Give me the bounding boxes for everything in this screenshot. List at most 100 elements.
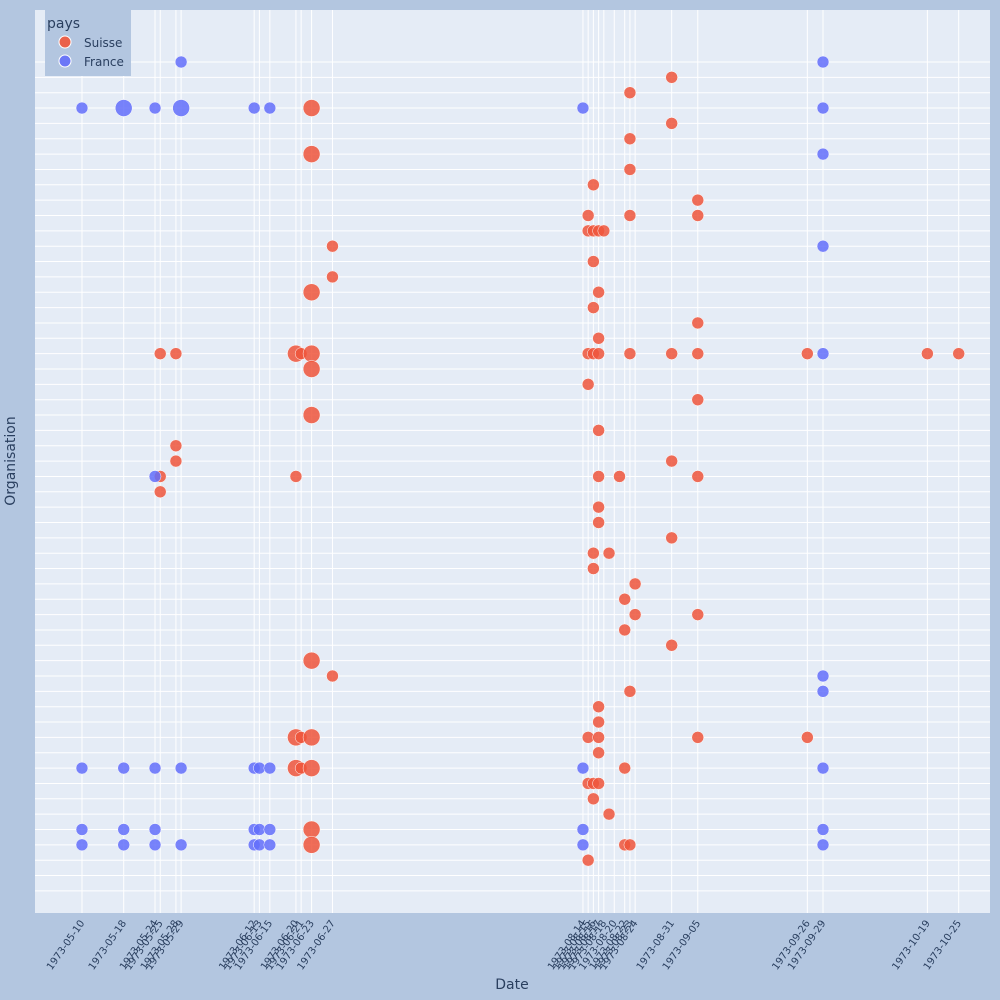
data-point-france[interactable] bbox=[816, 239, 830, 253]
data-point-suisse[interactable] bbox=[623, 86, 637, 99]
data-point-suisse[interactable] bbox=[592, 516, 605, 529]
data-point-france[interactable] bbox=[816, 347, 830, 360]
data-point-france[interactable] bbox=[816, 823, 830, 836]
data-point-suisse[interactable] bbox=[618, 593, 631, 606]
data-point-france[interactable] bbox=[816, 838, 830, 852]
data-point-suisse[interactable] bbox=[801, 731, 814, 744]
data-point-suisse[interactable] bbox=[623, 132, 637, 145]
data-point-france[interactable] bbox=[816, 685, 830, 698]
data-point-suisse[interactable] bbox=[302, 651, 321, 670]
legend-label-suisse[interactable]: Suisse bbox=[84, 36, 122, 50]
data-point-france[interactable] bbox=[816, 55, 830, 69]
data-point-suisse[interactable] bbox=[587, 562, 600, 575]
data-point-suisse[interactable] bbox=[592, 500, 605, 514]
data-point-suisse[interactable] bbox=[623, 685, 637, 698]
data-point-suisse[interactable] bbox=[153, 347, 167, 360]
data-point-suisse[interactable] bbox=[665, 71, 678, 84]
data-point-suisse[interactable] bbox=[592, 347, 605, 360]
data-point-france[interactable] bbox=[576, 761, 590, 775]
data-point-france[interactable] bbox=[75, 838, 89, 852]
data-point-suisse[interactable] bbox=[623, 838, 637, 852]
data-point-france[interactable] bbox=[117, 823, 130, 836]
data-point-france[interactable] bbox=[816, 101, 830, 115]
data-point-suisse[interactable] bbox=[302, 360, 321, 378]
data-point-suisse[interactable] bbox=[302, 344, 321, 363]
data-point-suisse[interactable] bbox=[587, 792, 600, 806]
legend-marker-france[interactable] bbox=[58, 54, 72, 68]
data-point-suisse[interactable] bbox=[618, 623, 631, 637]
data-point-suisse[interactable] bbox=[623, 209, 637, 222]
data-point-france[interactable] bbox=[263, 823, 277, 836]
data-point-suisse[interactable] bbox=[665, 454, 678, 468]
data-point-suisse[interactable] bbox=[592, 286, 605, 299]
data-point-suisse[interactable] bbox=[302, 145, 321, 163]
data-point-suisse[interactable] bbox=[326, 270, 339, 284]
data-point-suisse[interactable] bbox=[691, 347, 705, 360]
data-point-france[interactable] bbox=[174, 838, 188, 852]
data-point-suisse[interactable] bbox=[801, 347, 814, 360]
data-point-france[interactable] bbox=[174, 761, 188, 775]
data-point-suisse[interactable] bbox=[302, 728, 321, 747]
data-point-france[interactable] bbox=[263, 101, 277, 115]
data-point-suisse[interactable] bbox=[302, 283, 321, 301]
data-point-suisse[interactable] bbox=[587, 255, 600, 268]
data-point-france[interactable] bbox=[816, 147, 830, 161]
data-point-france[interactable] bbox=[148, 470, 162, 483]
data-point-suisse[interactable] bbox=[691, 608, 705, 621]
data-point-france[interactable] bbox=[263, 761, 277, 775]
data-point-suisse[interactable] bbox=[587, 178, 600, 192]
data-point-suisse[interactable] bbox=[618, 761, 631, 775]
data-point-suisse[interactable] bbox=[592, 777, 605, 790]
legend-marker-suisse[interactable] bbox=[58, 35, 72, 49]
data-point-suisse[interactable] bbox=[302, 836, 321, 854]
data-point-france[interactable] bbox=[148, 838, 162, 852]
data-point-france[interactable] bbox=[576, 838, 590, 852]
data-point-france[interactable] bbox=[576, 823, 590, 836]
data-point-suisse[interactable] bbox=[592, 470, 605, 483]
data-point-suisse[interactable] bbox=[592, 332, 605, 345]
data-point-suisse[interactable] bbox=[592, 424, 605, 437]
data-point-suisse[interactable] bbox=[623, 163, 637, 176]
data-point-suisse[interactable] bbox=[691, 209, 705, 222]
data-point-suisse[interactable] bbox=[691, 193, 705, 207]
data-point-suisse[interactable] bbox=[581, 209, 595, 222]
data-point-france[interactable] bbox=[148, 101, 162, 115]
data-point-suisse[interactable] bbox=[665, 531, 678, 545]
data-point-suisse[interactable] bbox=[326, 239, 339, 253]
data-point-france[interactable] bbox=[117, 838, 130, 852]
data-point-suisse[interactable] bbox=[628, 608, 642, 621]
data-point-suisse[interactable] bbox=[952, 347, 965, 360]
data-point-suisse[interactable] bbox=[602, 546, 616, 560]
data-point-suisse[interactable] bbox=[302, 99, 321, 117]
data-point-suisse[interactable] bbox=[302, 759, 321, 777]
data-point-suisse[interactable] bbox=[153, 485, 167, 499]
data-point-suisse[interactable] bbox=[592, 700, 605, 713]
data-point-suisse[interactable] bbox=[921, 347, 934, 360]
data-point-france[interactable] bbox=[247, 101, 261, 115]
data-point-france[interactable] bbox=[816, 761, 830, 775]
data-point-suisse[interactable] bbox=[665, 117, 678, 130]
data-point-suisse[interactable] bbox=[581, 853, 595, 867]
data-point-suisse[interactable] bbox=[302, 820, 321, 839]
data-point-france[interactable] bbox=[75, 761, 89, 775]
legend-label-france[interactable]: France bbox=[84, 55, 124, 69]
data-point-france[interactable] bbox=[172, 99, 190, 117]
data-point-suisse[interactable] bbox=[597, 224, 611, 238]
data-point-suisse[interactable] bbox=[628, 577, 642, 591]
data-point-suisse[interactable] bbox=[691, 470, 705, 483]
data-point-suisse[interactable] bbox=[587, 301, 600, 314]
data-point-suisse[interactable] bbox=[691, 731, 705, 744]
data-point-suisse[interactable] bbox=[169, 439, 183, 452]
data-point-france[interactable] bbox=[114, 99, 133, 117]
data-point-suisse[interactable] bbox=[613, 470, 626, 483]
data-point-suisse[interactable] bbox=[581, 378, 595, 391]
data-point-france[interactable] bbox=[816, 669, 830, 683]
data-point-suisse[interactable] bbox=[592, 715, 605, 729]
data-point-france[interactable] bbox=[174, 55, 188, 69]
data-point-france[interactable] bbox=[148, 823, 162, 836]
data-point-france[interactable] bbox=[576, 101, 590, 115]
data-point-france[interactable] bbox=[75, 101, 89, 115]
data-point-suisse[interactable] bbox=[623, 347, 637, 360]
data-point-suisse[interactable] bbox=[302, 406, 321, 424]
data-point-suisse[interactable] bbox=[691, 316, 705, 330]
